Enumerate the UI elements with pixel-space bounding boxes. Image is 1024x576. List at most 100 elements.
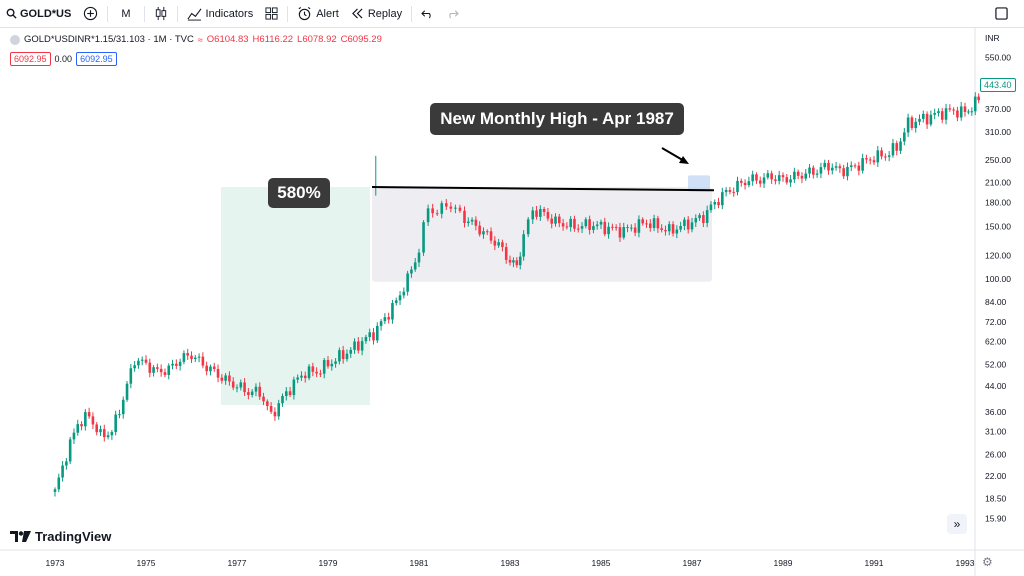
candle-body: [766, 173, 770, 178]
candle-body: [508, 259, 512, 263]
candle-body: [660, 228, 663, 230]
candle-body: [584, 219, 588, 227]
candle-body: [398, 295, 402, 301]
candle-body: [76, 424, 80, 433]
grid-icon: [265, 7, 278, 20]
candle-body: [334, 361, 337, 364]
candle-body: [410, 269, 413, 274]
bid-ask-row: 6092.95 0.00 6092.95: [10, 52, 117, 66]
candle-body: [918, 118, 921, 122]
candle-body: [345, 353, 349, 360]
indicators-button[interactable]: Indicators: [181, 0, 260, 28]
undo-button[interactable]: [415, 0, 440, 28]
candle-body: [970, 111, 974, 113]
candle-body: [777, 175, 781, 181]
candle-body: [940, 111, 944, 120]
candle-body: [861, 158, 864, 171]
candle-body: [664, 229, 667, 232]
interval-button[interactable]: M: [121, 7, 131, 20]
candle-body: [793, 171, 796, 180]
eye-icon[interactable]: ≈: [197, 34, 203, 45]
candle-body: [819, 167, 823, 174]
toolbar-divider: [107, 5, 109, 22]
candle-body: [281, 395, 284, 404]
candle-body: [880, 150, 883, 157]
candle-body: [967, 111, 970, 113]
candle-body: [266, 401, 269, 406]
candle-body: [224, 375, 227, 381]
candle-body: [57, 477, 61, 490]
candle-body: [925, 113, 929, 125]
candle-body: [99, 429, 102, 433]
candle-body: [823, 162, 827, 168]
sell-price[interactable]: 6092.95: [10, 52, 51, 66]
scroll-to-realtime-button[interactable]: »: [947, 514, 967, 534]
time-tick-label: 1991: [865, 558, 884, 568]
candle-body: [80, 424, 83, 427]
candle-body: [357, 341, 360, 351]
price-chart[interactable]: INR 550.00 370.00 310.00 250.00 210.00 180.00 1…: [0, 28, 1024, 576]
candle-body: [133, 365, 136, 369]
candle-body: [808, 167, 811, 174]
toolbar-divider: [143, 5, 145, 22]
price-tick-label: 84.00: [985, 297, 1007, 307]
candle-body: [445, 203, 448, 207]
candle-body: [580, 226, 584, 229]
candle-body: [690, 222, 694, 230]
candle-body: [921, 113, 925, 119]
alert-button[interactable]: Alert: [291, 0, 345, 28]
candle-body: [269, 405, 273, 412]
replay-label: Replay: [367, 7, 403, 20]
candle-body: [178, 361, 182, 366]
candle-body: [948, 108, 952, 110]
rewind-icon: [351, 8, 363, 19]
candle-body: [349, 349, 353, 354]
candle-body: [899, 141, 902, 151]
candle-body: [849, 165, 853, 167]
percent-gain-callout: 580%: [268, 178, 330, 208]
candle-body: [838, 166, 842, 169]
resistance-line: [371, 186, 715, 192]
legend-close: C6095.29: [340, 34, 382, 45]
candle-body: [148, 362, 152, 373]
candle-body: [205, 365, 208, 372]
chart-type-button[interactable]: [148, 0, 174, 28]
candle-body: [550, 218, 554, 224]
candle-body: [569, 218, 572, 228]
symbol-search-button[interactable]: GOLD*US: [0, 0, 77, 28]
compare-button[interactable]: [77, 0, 104, 28]
buy-price[interactable]: 6092.95: [76, 52, 117, 66]
arrow-head-icon: [679, 156, 689, 164]
candle-body: [884, 156, 887, 158]
candle-body: [573, 218, 576, 229]
candle-body: [307, 366, 311, 379]
candle-body: [341, 350, 345, 360]
candle-body: [315, 371, 318, 374]
gear-icon[interactable]: ⚙: [982, 555, 993, 569]
consolidation-box: [372, 187, 712, 282]
candle-body: [454, 207, 457, 209]
candle-body: [68, 439, 72, 462]
candle-body: [903, 132, 906, 142]
candle-body: [159, 368, 163, 373]
candle-body: [478, 225, 481, 235]
legend-title: GOLD*USDINR*1.15/31.103 · 1M · TVC: [24, 34, 194, 45]
plus-circle-icon: [84, 6, 98, 21]
candle-body: [288, 391, 292, 396]
candle-body: [474, 219, 478, 226]
candle-body: [277, 403, 281, 417]
symbol-label: GOLD*US: [20, 7, 72, 20]
replay-button[interactable]: Replay: [345, 0, 408, 28]
candle-body: [739, 180, 743, 183]
candle-body: [231, 381, 235, 388]
candle-body: [804, 173, 808, 179]
candle-body: [774, 179, 777, 181]
price-tick-label: 15.90: [985, 513, 1007, 523]
candle-body: [887, 155, 891, 157]
brand-name: TradingView: [35, 529, 112, 544]
layouts-button[interactable]: [259, 0, 284, 28]
price-tick-label: 250.00: [985, 155, 1011, 165]
fullscreen-button[interactable]: [989, 0, 1014, 28]
time-tick-label: 1975: [137, 558, 156, 568]
redo-button[interactable]: [440, 0, 465, 28]
